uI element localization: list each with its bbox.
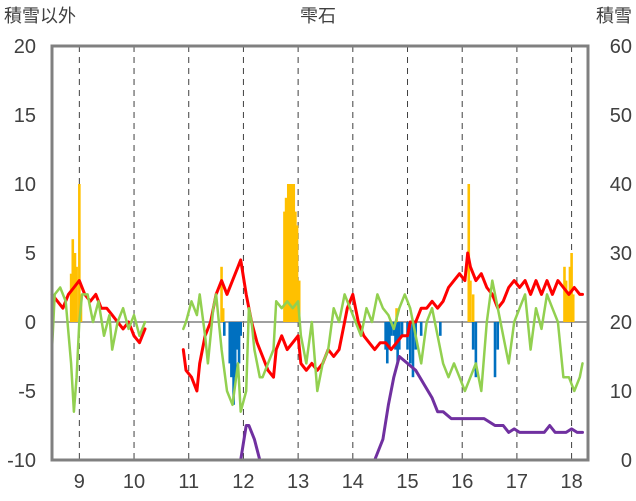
green-series-line [182, 279, 584, 413]
orange-bar [69, 273, 73, 322]
blue-bar [419, 322, 423, 336]
right-y-tick-label: 30 [610, 243, 632, 265]
blue-bar [237, 322, 241, 364]
orange-bar [469, 280, 472, 322]
right-y-tick-label: 20 [610, 312, 632, 334]
orange-bar [283, 211, 286, 322]
blue-bar [400, 322, 404, 336]
orange-bar [570, 253, 573, 322]
x-tick-label: 10 [123, 471, 145, 493]
orange-bar [221, 308, 225, 322]
blue-bar [496, 322, 500, 350]
left-y-tick-label: 5 [25, 243, 36, 265]
orange-bar [286, 184, 290, 322]
blue-bar [388, 322, 391, 350]
orange-bar [571, 294, 575, 322]
blue-bar [474, 322, 478, 378]
left-y-tick-label: -10 [7, 450, 36, 472]
orange-bar [290, 184, 293, 322]
orange-bar [294, 211, 297, 322]
blue-bar [394, 322, 397, 350]
left-axis-title: 積雪以外 [4, 6, 76, 27]
blue-bar [235, 322, 239, 350]
x-tick-label: 12 [232, 471, 254, 493]
x-tick-label: 9 [74, 471, 85, 493]
orange-bar [78, 184, 81, 322]
blue-bar [439, 322, 442, 336]
orange-bar [75, 266, 78, 322]
green-series-line [50, 286, 147, 413]
left-y-tick-label: 0 [25, 312, 36, 334]
orange-bar [564, 280, 568, 322]
orange-bar [295, 225, 299, 322]
red-series-line [181, 251, 584, 393]
orange-bar [288, 184, 292, 322]
right-y-tick-label: 0 [621, 450, 632, 472]
blue-bar [384, 322, 387, 350]
blue-bar [411, 322, 415, 378]
right-y-tick-label: 40 [610, 174, 632, 196]
x-tick-label: 17 [506, 471, 528, 493]
blue-bar [408, 322, 412, 364]
chart-title: 雫石 [300, 6, 336, 27]
orange-bar [220, 266, 223, 322]
blue-bar [222, 322, 226, 336]
blue-bar [471, 322, 475, 350]
x-tick-label: 16 [451, 471, 473, 493]
frame-layer [50, 44, 590, 462]
right-axis-title: 積雪 [596, 6, 632, 27]
right-y-tick-label: 60 [610, 36, 632, 58]
orange-bar [566, 294, 570, 322]
x-tick-label: 15 [396, 471, 418, 493]
blue-bar [233, 322, 237, 378]
left-y-tick-label: 15 [14, 105, 36, 127]
lines-layer [50, 251, 584, 462]
orange-bar [292, 184, 296, 322]
blue-bar [232, 322, 235, 405]
left-y-tick-label: 10 [14, 174, 36, 196]
blue-bar [389, 322, 393, 336]
x-tick-label: 11 [178, 471, 199, 493]
blue-bar [228, 322, 232, 364]
orange-bar [563, 266, 566, 322]
left-y-tick-label: -5 [18, 381, 36, 403]
plot-frame [50, 44, 590, 462]
orange-bar [284, 197, 288, 322]
blue-bar [493, 322, 497, 378]
blue-bar [239, 322, 242, 336]
orange-bar [471, 294, 475, 322]
purple-series-line [181, 355, 584, 462]
blue-bar [230, 322, 233, 378]
x-tick-label: 13 [287, 471, 309, 493]
right-y-tick-label: 50 [610, 105, 632, 127]
grid-layer [52, 46, 588, 460]
left-y-tick-label: 20 [14, 36, 36, 58]
blue-bar [398, 322, 401, 350]
orange-bar [71, 239, 75, 322]
right-y-tick-label: 10 [610, 381, 632, 403]
x-tick-label: 14 [342, 471, 364, 493]
x-tick-label: 18 [560, 471, 582, 493]
